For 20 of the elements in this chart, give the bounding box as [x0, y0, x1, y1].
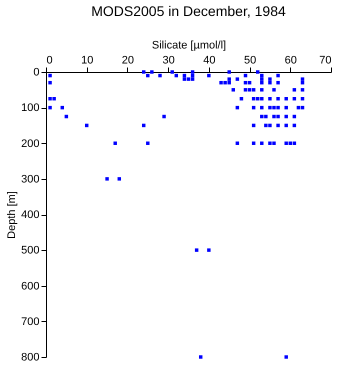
y-tick-label: 800: [21, 352, 40, 364]
y-tick-label: 500: [21, 244, 40, 257]
chart-title: MODS2005 in December, 1984: [91, 3, 286, 19]
y-tick-label: 0: [33, 66, 40, 78]
y-tick-label: 200: [21, 138, 40, 150]
x-tick-label: 60: [284, 54, 297, 66]
y-tick-label: 400: [21, 209, 40, 221]
x-tick-label: 50: [244, 54, 256, 66]
y-tick-label: 300: [21, 173, 40, 186]
y-axis-title: Depth [m]: [6, 191, 18, 239]
x-axis-title: Silicate [µmol/l]: [152, 40, 226, 52]
x-tick-label: 10: [81, 54, 94, 66]
y-tick-label: 700: [21, 316, 40, 328]
y-tick-label: 600: [21, 280, 40, 292]
x-tick-label: 30: [162, 54, 175, 66]
x-tick-label: 40: [203, 54, 216, 66]
y-tick-label: 100: [21, 102, 40, 114]
x-tick-label: 70: [319, 54, 332, 66]
x-tick-label: 20: [122, 54, 134, 66]
x-tick-label: 0: [46, 54, 53, 66]
